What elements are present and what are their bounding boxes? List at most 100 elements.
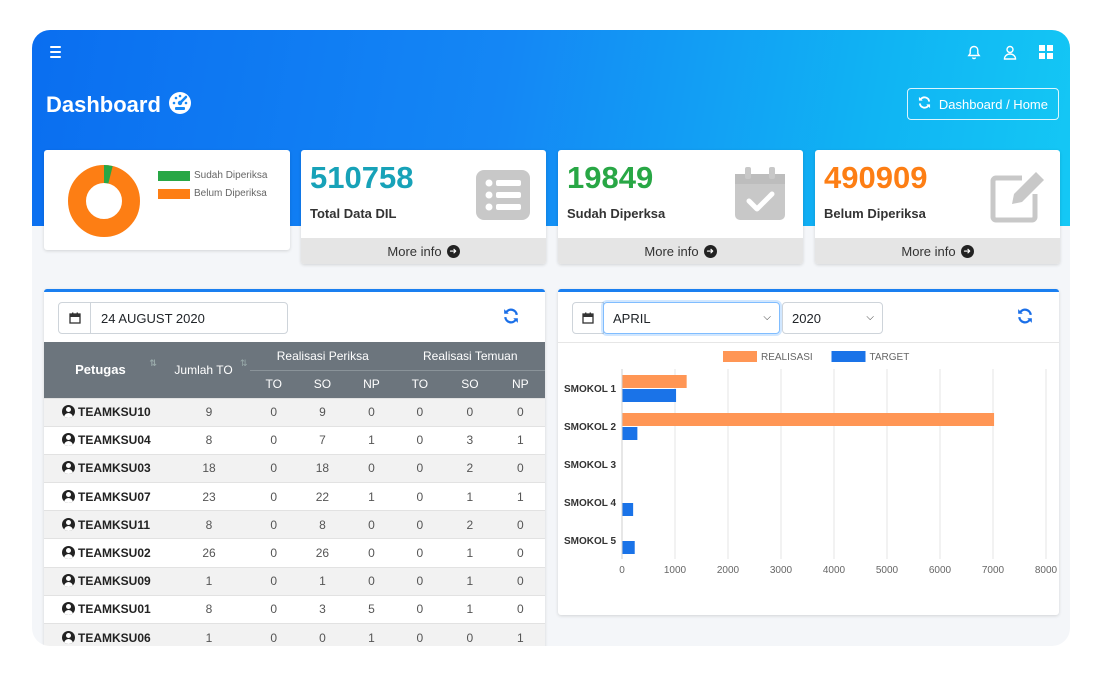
bell-icon[interactable] — [964, 42, 984, 62]
bar — [622, 503, 634, 516]
column-header-petugas[interactable]: Petugas ⇅ — [44, 342, 168, 398]
petugas-cell: TEAMKSU09 — [44, 566, 168, 596]
user-circle-icon — [62, 405, 75, 419]
user-circle-icon — [62, 461, 75, 475]
calendar-icon — [59, 303, 91, 333]
refresh-icon[interactable] — [1017, 308, 1035, 326]
value-cell: 18 — [297, 453, 348, 483]
bar — [622, 389, 677, 402]
more-info-link[interactable]: More info ➜ — [558, 238, 803, 264]
refresh-icon[interactable] — [503, 308, 521, 326]
petugas-cell: TEAMKSU07 — [44, 482, 168, 511]
x-tick-label: 6000 — [929, 565, 952, 576]
x-tick-label: 2000 — [717, 565, 740, 576]
value-cell: 9 — [297, 397, 348, 427]
stat-value: 19849 — [567, 160, 654, 195]
jumlah-to-cell: 23 — [168, 482, 250, 511]
column-header-np[interactable]: NP — [347, 369, 396, 398]
legend-swatch — [831, 351, 866, 362]
user-circle-icon — [62, 433, 75, 447]
month-select[interactable]: APRIL ⌵ — [603, 302, 780, 334]
list-icon — [472, 164, 534, 226]
arrow-circle-right-icon: ➜ — [703, 244, 717, 258]
value-cell: 0 — [495, 566, 545, 596]
breadcrumb-button[interactable]: Dashboard / Home — [906, 88, 1059, 120]
column-header-so[interactable]: SO — [444, 369, 496, 398]
category-label: SMOKOL 2 — [564, 422, 616, 433]
bar-chart-container: 0 1000 2000 3000 4000 5000 6000 7000 8000 REALISA… — [558, 342, 1059, 618]
petugas-cell: TEAMKSU06 — [44, 622, 168, 646]
column-header-to[interactable]: TO — [250, 369, 298, 398]
legend-belum: Belum Diperiksa — [158, 188, 267, 199]
column-header-jumlah-to[interactable]: Jumlah TO ⇅ — [168, 342, 250, 398]
app-frame: Dashboard Dashboard / Home Sudah Diperik… — [32, 30, 1070, 646]
month-select-value: APRIL — [613, 310, 651, 326]
more-info-label: More info — [901, 243, 956, 259]
chevron-down-icon: ⌵ — [763, 312, 771, 323]
table-row: TEAMKSU02 26 0 26 0 0 1 0 — [44, 538, 545, 568]
jumlah-to-cell: 8 — [168, 594, 250, 624]
column-group-realisasi-periksa: Realisasi Periksa — [250, 342, 396, 370]
sync-icon — [918, 96, 931, 112]
value-cell: 0 — [395, 453, 445, 483]
edit-icon — [986, 164, 1048, 226]
grid-apps-icon[interactable] — [1036, 42, 1056, 62]
table-row: TEAMKSU07 23 0 22 1 0 1 1 — [44, 482, 545, 511]
value-cell: 0 — [347, 453, 396, 483]
value-cell: 0 — [395, 538, 445, 568]
table-row: TEAMKSU04 8 0 7 1 0 3 1 — [44, 425, 545, 455]
value-cell: 8 — [297, 510, 348, 539]
bar — [622, 413, 995, 426]
category-label: SMOKOL 3 — [564, 460, 616, 471]
report-table-panel: 24 AUGUST 2020 Petugas ⇅ Jumlah TO ⇅ Rea… — [44, 289, 545, 646]
calendar-icon — [572, 302, 604, 334]
column-header-to[interactable]: TO — [395, 369, 445, 398]
bar — [622, 375, 687, 388]
stat-label: Sudah Diperksa — [567, 206, 666, 221]
legend-swatch-orange — [158, 188, 190, 199]
value-cell: 0 — [395, 482, 445, 511]
stat-label: Belum Diperiksa — [824, 206, 926, 221]
value-cell: 1 — [495, 425, 545, 455]
more-info-link[interactable]: More info ➜ — [301, 238, 546, 264]
x-tick-label: 4000 — [823, 565, 846, 576]
more-info-link[interactable]: More info ➜ — [815, 238, 1060, 264]
column-header-so[interactable]: SO — [297, 369, 348, 398]
value-cell: 3 — [444, 425, 496, 455]
legend-label: Belum Diperiksa — [194, 188, 267, 199]
jumlah-to-cell: 8 — [168, 510, 250, 539]
value-cell: 22 — [297, 482, 348, 511]
user-circle-icon — [62, 574, 75, 588]
column-group-realisasi-temuan: Realisasi Temuan — [395, 342, 545, 370]
value-cell: 1 — [444, 538, 496, 568]
legend-label: Sudah Diperiksa — [194, 170, 268, 181]
report-table: Petugas ⇅ Jumlah TO ⇅ Realisasi Periksa … — [44, 342, 545, 646]
value-cell: 0 — [250, 622, 298, 646]
header-label: Jumlah TO — [174, 362, 233, 377]
user-icon[interactable] — [1000, 42, 1020, 62]
breadcrumb: Dashboard / Home — [938, 96, 1048, 112]
legend-swatch-green — [158, 170, 190, 181]
jumlah-to-cell: 9 — [168, 397, 250, 427]
value-cell: 0 — [250, 482, 298, 511]
value-cell: 2 — [444, 453, 496, 483]
value-cell: 0 — [495, 538, 545, 568]
date-picker-input[interactable]: 24 AUGUST 2020 — [58, 302, 288, 334]
year-select[interactable]: 2020 ⌵ — [782, 302, 883, 334]
value-cell: 0 — [495, 594, 545, 624]
column-header-np[interactable]: NP — [495, 369, 545, 398]
petugas-name: TEAMKSU06 — [78, 630, 151, 645]
legend-label: TARGET — [870, 352, 910, 363]
hamburger-menu-icon[interactable] — [50, 43, 68, 63]
value-cell: 0 — [297, 622, 348, 646]
value-cell: 1 — [347, 622, 396, 646]
petugas-cell: TEAMKSU11 — [44, 510, 168, 539]
arrow-circle-right-icon: ➜ — [446, 244, 460, 258]
petugas-name: TEAMKSU10 — [78, 405, 151, 420]
stat-card-sudah: 19849 Sudah Diperksa More info ➜ — [558, 150, 803, 264]
table-row: TEAMKSU10 9 0 9 0 0 0 0 — [44, 397, 545, 427]
donut-segment-sudah — [68, 165, 140, 237]
chart-panel: APRIL ⌵ 2020 ⌵ 0 1000 2000 3000 4000 5000 6000… — [558, 289, 1059, 615]
year-select-value: 2020 — [792, 310, 821, 326]
stat-label: Total Data DIL — [310, 206, 397, 221]
